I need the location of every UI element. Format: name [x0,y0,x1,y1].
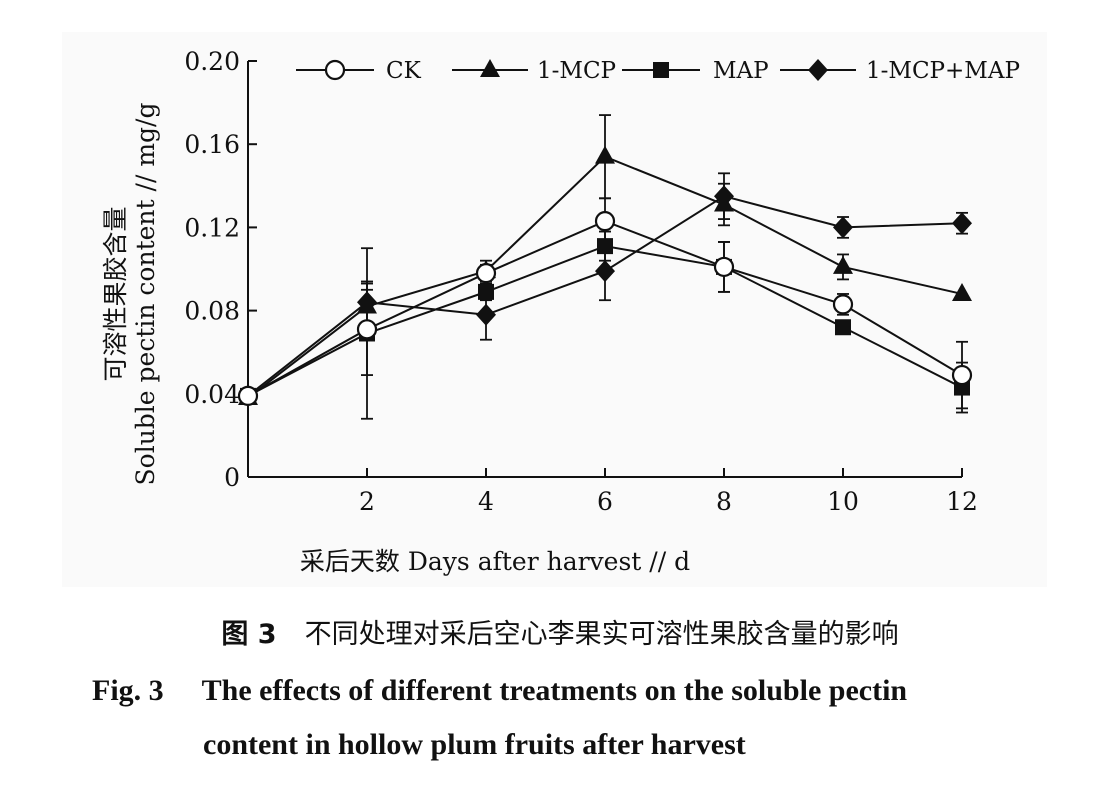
axes: 0 0.04 0.08 0.12 0.16 0.20 2 4 6 8 10 12 [184,47,978,516]
legend-label-1-MCP+MAP: 1-MCP+MAP [866,58,1020,84]
data-point-CK [594,211,616,232]
data-point-1-MCP [714,193,734,212]
data-point-MAP [478,283,494,300]
data-point-MAP [597,238,613,255]
x-tick-label: 8 [716,487,732,516]
y-tick-label: 0.04 [184,380,240,409]
error-bars [361,114,968,420]
data-point-1-MCP [833,255,853,274]
figure-caption-en-line1: The effects of different treatments on t… [201,674,908,707]
legend-marker-1-MCP+MAP [808,59,828,81]
data-point-1-MCP [595,145,615,164]
data-point-CK [356,319,378,340]
legend-marker-1-MCP [480,59,500,77]
y-axis-title-cn: 可溶性果胶含量 [101,206,130,381]
chart-panel: 0 0.04 0.08 0.12 0.16 0.20 2 4 6 8 10 12 CK 1-MCP MAP… [62,32,1047,587]
figure-caption-en: Fig. 3 The effects of different treatment… [92,674,907,708]
data-point-CK [713,256,735,278]
legend: CK 1-MCP MAP 1-MCP+MAP [296,58,1020,84]
data-point-1-MCP+MAP [595,260,615,283]
legend-marker-CK [324,59,346,81]
data-point-CK [475,263,497,284]
y-tick-label: 0.08 [184,297,240,326]
figure-label-en: Fig. 3 [92,674,164,707]
data-point-1-MCP [357,295,377,314]
data-point-CK [237,385,259,406]
figure-label-cn: 图 3 [221,619,277,650]
x-tick-label: 10 [827,487,859,516]
data-point-1-MCP+MAP [833,216,853,239]
data-point-1-MCP+MAP [476,303,496,326]
data-point-CK [832,294,854,315]
y-tick-label: 0.12 [184,213,240,242]
series-markers [237,145,973,407]
y-axis-title: 可溶性果胶含量 Soluble pectin content // mg/g [101,103,160,486]
x-tick-label: 2 [359,487,375,516]
figure-caption-cn: 图 3 不同处理对采后空心李果实可溶性果胶含量的影响 [0,612,1120,651]
x-tick-label: 6 [597,487,613,516]
x-tick-label: 4 [478,487,494,516]
x-tick-label: 12 [946,487,978,516]
data-point-CK [951,364,973,386]
y-tick-label: 0 [224,463,240,492]
data-point-1-MCP [952,282,972,301]
y-tick-label: 0.20 [184,47,240,76]
figure-caption-en-line2: content in hollow plum fruits after harv… [203,728,746,761]
data-point-1-MCP+MAP [952,212,972,235]
legend-marker-MAP [653,62,669,78]
chart-svg: 0 0.04 0.08 0.12 0.16 0.20 2 4 6 8 10 12 CK 1-MCP MAP… [101,47,1020,576]
data-point-MAP [835,319,851,336]
y-axis-title-en: Soluble pectin content // mg/g [131,103,160,486]
figure-caption-cn-text: 不同处理对采后空心李果实可溶性果胶含量的影响 [304,619,899,650]
legend-label-1-MCP: 1-MCP [537,58,616,84]
y-tick-label: 0.16 [184,130,240,159]
x-axis-title: 采后天数 Days after harvest // d [300,547,690,576]
legend-label-CK: CK [386,58,422,84]
legend-label-MAP: MAP [713,58,769,84]
